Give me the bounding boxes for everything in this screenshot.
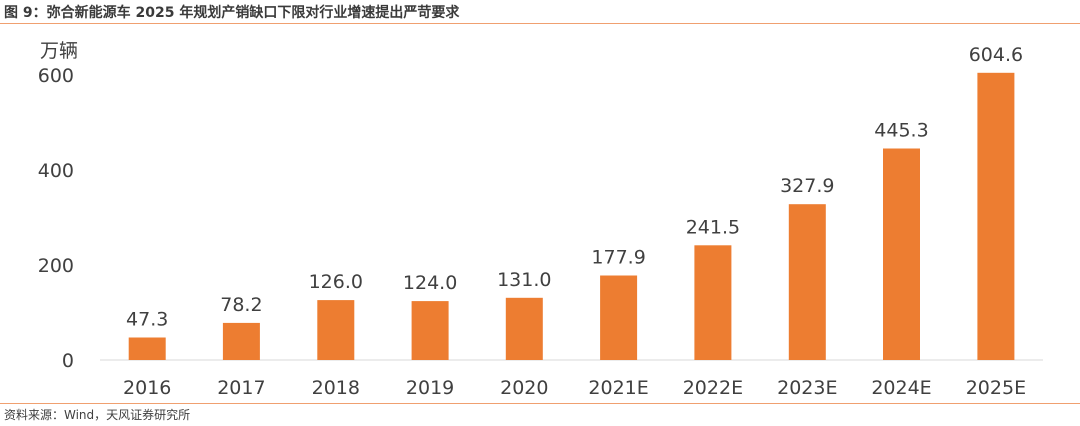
bar-2023E xyxy=(788,204,826,360)
x-tick-2016: 2016 xyxy=(123,377,171,399)
figure-title: 图 9：弥合新能源车 2025 年规划产销缺口下限对行业增速提出严苛要求 xyxy=(4,5,460,21)
x-tick-2018: 2018 xyxy=(312,377,360,399)
x-tick-2020: 2020 xyxy=(500,377,548,399)
x-tick-2023E: 2023E xyxy=(777,377,837,399)
y-axis-ticks: 0 200 400 600 xyxy=(38,65,74,372)
value-label-2017: 78.2 xyxy=(220,294,262,316)
x-tick-2022E: 2022E xyxy=(683,377,743,399)
value-label-2019: 124.0 xyxy=(403,272,457,294)
value-label-2024E: 445.3 xyxy=(874,120,928,142)
x-tick-2024E: 2024E xyxy=(871,377,931,399)
title-divider xyxy=(0,23,1080,24)
bar-2017 xyxy=(222,322,260,360)
value-label-2023E: 327.9 xyxy=(780,175,834,197)
figure-header: 图 9：弥合新能源车 2025 年规划产销缺口下限对行业增速提出严苛要求 xyxy=(0,0,1080,22)
value-label-2025E: 604.6 xyxy=(969,44,1023,66)
x-tick-2017: 2017 xyxy=(217,377,265,399)
bars-group xyxy=(128,72,1015,361)
bar-2016 xyxy=(128,337,166,360)
bar-chart: 0 200 400 600 47.3 78.2 126.0 124.0 131.0 177.9 2… xyxy=(38,44,1043,399)
x-tick-2025E: 2025E xyxy=(966,377,1026,399)
bar-2019 xyxy=(411,301,449,360)
footer-divider xyxy=(0,403,1080,404)
y-tick-600: 600 xyxy=(38,65,74,87)
bar-2022E xyxy=(694,245,732,360)
bar-2024E xyxy=(883,148,920,360)
value-label-2018: 126.0 xyxy=(309,271,363,293)
y-tick-400: 400 xyxy=(38,160,74,182)
y-tick-200: 200 xyxy=(38,255,74,277)
y-axis-unit-label: 万辆 xyxy=(40,40,79,62)
source-note: 资料来源：Wind，天风证券研究所 xyxy=(4,408,191,422)
value-label-2020: 131.0 xyxy=(497,269,551,291)
bar-2021E xyxy=(600,275,638,360)
bar-2018 xyxy=(317,300,355,360)
x-tick-2021E: 2021E xyxy=(588,377,648,399)
value-label-2021E: 177.9 xyxy=(591,247,645,269)
x-tick-2019: 2019 xyxy=(406,377,454,399)
value-label-2016: 47.3 xyxy=(126,309,168,331)
y-tick-0: 0 xyxy=(62,350,74,372)
value-labels-group: 47.3 78.2 126.0 124.0 131.0 177.9 241.5 327.9 44… xyxy=(126,44,1023,331)
x-axis-ticks: 2016 2017 2018 2019 2020 2021E 2022E 2023E 2024E… xyxy=(123,377,1026,399)
bar-2025E xyxy=(977,72,1015,361)
value-label-2022E: 241.5 xyxy=(686,216,740,238)
bar-2020 xyxy=(505,297,543,360)
